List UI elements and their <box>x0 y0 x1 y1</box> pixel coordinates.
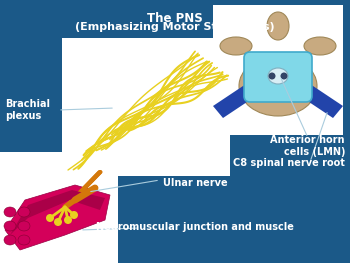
Circle shape <box>70 211 78 219</box>
Text: Anterior horn
cells (LMN): Anterior horn cells (LMN) <box>271 135 345 156</box>
Text: Ulnar nerve: Ulnar nerve <box>163 178 227 188</box>
Text: (Emphasizing Motor Structures): (Emphasizing Motor Structures) <box>75 22 275 32</box>
Bar <box>213 5 343 135</box>
Text: Neuromuscular junction and muscle: Neuromuscular junction and muscle <box>96 222 294 232</box>
Ellipse shape <box>239 56 317 116</box>
Bar <box>62 38 230 176</box>
Polygon shape <box>288 76 343 118</box>
Ellipse shape <box>4 207 16 217</box>
Text: The PNS: The PNS <box>147 12 203 25</box>
Ellipse shape <box>18 235 30 245</box>
Circle shape <box>64 216 72 224</box>
Ellipse shape <box>4 235 16 245</box>
Circle shape <box>46 214 54 222</box>
Ellipse shape <box>18 221 30 231</box>
Ellipse shape <box>304 37 336 55</box>
FancyBboxPatch shape <box>244 52 312 102</box>
Ellipse shape <box>220 37 252 55</box>
Ellipse shape <box>268 68 288 84</box>
Polygon shape <box>5 185 110 250</box>
Ellipse shape <box>18 207 30 217</box>
Polygon shape <box>10 190 105 235</box>
Ellipse shape <box>267 12 289 40</box>
Text: Brachial
plexus: Brachial plexus <box>5 99 50 121</box>
Text: C8 spinal nerve root: C8 spinal nerve root <box>233 158 345 168</box>
Circle shape <box>280 73 287 79</box>
Circle shape <box>54 218 62 226</box>
Circle shape <box>268 73 275 79</box>
Polygon shape <box>213 76 268 118</box>
Bar <box>0 152 118 263</box>
Ellipse shape <box>4 221 16 231</box>
